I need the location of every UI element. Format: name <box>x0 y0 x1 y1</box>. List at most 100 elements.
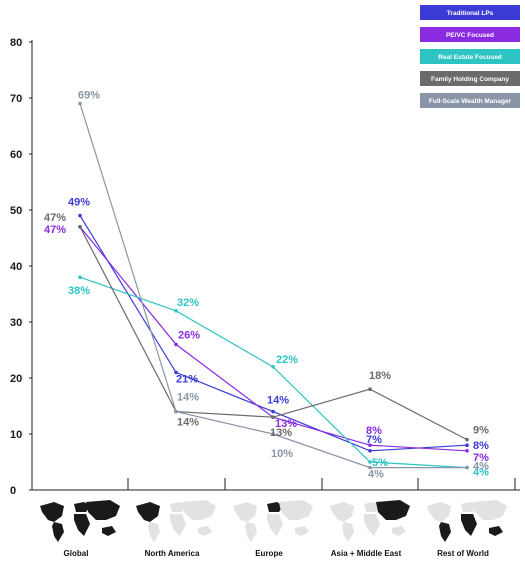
map-landmass <box>233 502 257 522</box>
data-point-real-estate-focused <box>174 309 178 313</box>
data-label-traditional-lps: 14% <box>267 395 289 407</box>
legend-swatch-full-scale-wealth-manager <box>420 93 520 108</box>
data-point-full-scale-wealth-manager <box>368 465 372 470</box>
map-landmass <box>342 522 354 542</box>
data-point-full-scale-wealth-manager <box>174 409 178 414</box>
legend-label: Full-Scale Wealth Manager <box>429 98 512 105</box>
data-point-traditional-lps <box>271 409 275 414</box>
data-label-pe-vc-focused: 7% <box>473 452 489 464</box>
x-category-label: Asia + Middle East <box>331 549 402 558</box>
data-point-family-holding-company <box>465 437 469 442</box>
data-point-family-holding-company <box>271 415 275 420</box>
data-label-traditional-lps: 8% <box>473 440 489 452</box>
map-landmass <box>148 522 160 542</box>
y-tick-label: 20 <box>10 373 22 385</box>
map-landmass <box>392 526 406 536</box>
data-point-full-scale-wealth-manager <box>78 101 82 106</box>
data-label-traditional-lps: 49% <box>68 197 90 209</box>
map-landmass <box>461 514 477 536</box>
region-map-global <box>40 500 120 542</box>
data-point-family-holding-company <box>368 387 372 392</box>
region-map-rest-of-world <box>427 500 507 542</box>
data-label-family-holding-company: 47% <box>44 212 66 224</box>
map-landmass <box>267 502 283 512</box>
map-landmass <box>427 502 451 522</box>
data-label-real-estate-focused: 4% <box>473 467 489 479</box>
x-category-label: North America <box>145 549 200 558</box>
y-tick-label: 70 <box>10 93 22 105</box>
map-landmass <box>102 526 116 536</box>
legend-swatch-pe-vc-focused <box>420 27 520 42</box>
region-maps: Global North America Europe Asia + Middle E… <box>40 500 507 558</box>
x-category-label: Rest of World <box>437 549 489 558</box>
region-map-asia-middle-east <box>330 500 410 542</box>
legend-label: PE/VC Focused <box>446 32 494 39</box>
y-tick-label: 30 <box>10 317 22 329</box>
legend-swatch-real-estate-focused <box>420 49 520 64</box>
data-point-real-estate-focused <box>271 365 275 369</box>
x-category-label: Global <box>64 549 89 558</box>
data-label-full-scale-wealth-manager: 4% <box>473 461 489 473</box>
data-point-traditional-lps <box>465 443 469 448</box>
legend-swatch-traditional-lps <box>420 5 520 20</box>
data-label-real-estate-focused: 38% <box>68 285 90 297</box>
map-landmass <box>136 502 160 522</box>
data-label-real-estate-focused: 32% <box>177 297 199 309</box>
x-category-label: Europe <box>255 549 283 558</box>
data-point-traditional-lps <box>174 370 178 375</box>
data-label-full-scale-wealth-manager: 4% <box>368 469 384 481</box>
map-landmass <box>52 522 64 542</box>
data-point-pe-vc-focused <box>465 449 469 453</box>
data-point-full-scale-wealth-manager <box>465 465 469 470</box>
data-point-pe-vc-focused <box>174 342 178 347</box>
map-landmass <box>461 502 477 512</box>
map-landmass <box>473 500 507 520</box>
legend-label: Family Holding Company <box>431 76 509 83</box>
data-point-real-estate-focused <box>78 275 82 280</box>
map-landmass <box>40 502 64 522</box>
map-landmass <box>364 502 380 512</box>
data-label-family-holding-company: 9% <box>473 425 489 437</box>
map-landmass <box>86 500 120 520</box>
data-label-pe-vc-focused: 13% <box>275 418 297 430</box>
map-landmass <box>74 502 90 512</box>
map-landmass <box>245 522 257 542</box>
chart-axes: 0 10 20 30 40 50 60 70 80 <box>10 37 520 497</box>
data-label-traditional-lps: 7% <box>366 434 382 446</box>
data-label-real-estate-focused: 22% <box>276 354 298 366</box>
series-line-family-holding-company <box>79 226 468 441</box>
legend: Traditional LPs PE/VC Focused Real Estate … <box>420 5 520 108</box>
data-label-full-scale-wealth-manager: 10% <box>271 448 293 460</box>
data-label-pe-vc-focused: 47% <box>44 224 66 236</box>
data-point-traditional-lps <box>368 449 372 453</box>
data-point-traditional-lps <box>78 213 82 218</box>
legend-label: Traditional LPs <box>447 10 494 17</box>
map-landmass <box>182 500 216 520</box>
region-map-north-america <box>136 500 216 542</box>
series-lines <box>78 101 469 470</box>
y-tick-label: 80 <box>10 37 22 49</box>
map-landmass <box>267 514 283 536</box>
data-label-pe-vc-focused: 26% <box>178 329 200 341</box>
legend-label: Real Estate Focused <box>438 54 502 61</box>
data-point-real-estate-focused <box>368 460 372 464</box>
data-labels: 49%21%14%7%8%47%26%13%8%7%38%32%22%5%4%4… <box>44 90 489 481</box>
legend-swatch-family-holding-company <box>420 71 520 86</box>
y-tick-label: 50 <box>10 205 22 217</box>
map-landmass <box>376 500 410 520</box>
map-landmass <box>170 514 186 536</box>
data-label-family-holding-company: 13% <box>270 427 292 439</box>
y-tick-label: 60 <box>10 149 22 161</box>
y-tick-label: 0 <box>10 485 16 497</box>
data-label-family-holding-company: 14% <box>177 417 199 429</box>
data-label-family-holding-company: 18% <box>369 370 391 382</box>
map-landmass <box>489 526 503 536</box>
map-landmass <box>364 514 380 536</box>
map-landmass <box>330 502 354 522</box>
data-label-full-scale-wealth-manager: 14% <box>177 392 199 404</box>
map-landmass <box>170 502 186 512</box>
map-landmass <box>295 526 309 536</box>
map-landmass <box>439 522 451 542</box>
y-tick-label: 10 <box>10 429 22 441</box>
